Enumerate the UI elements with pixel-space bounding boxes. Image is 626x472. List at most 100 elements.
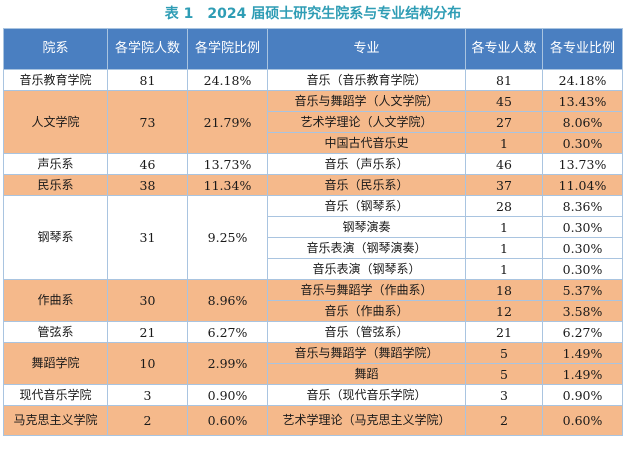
major-name-cell: 音乐（现代音乐学院） <box>267 384 466 406</box>
dept-count-cell: 46 <box>107 153 188 175</box>
major-count-cell: 21 <box>465 321 543 343</box>
major-count-cell: 5 <box>465 363 543 385</box>
table-row: 作曲系 30 8.96% 音乐与舞蹈学（作曲系） 18 5.37% <box>3 279 623 322</box>
major-pct-cell: 8.06% <box>542 111 623 133</box>
table-row: 钢琴系 31 9.25% 音乐（钢琴系） 28 8.36% <box>3 195 623 280</box>
dept-name-cell: 舞蹈学院 <box>3 342 108 385</box>
dept-name-cell: 作曲系 <box>3 279 108 322</box>
major-count-cell: 28 <box>465 195 543 217</box>
major-distribution-table: 院系 各学院人数 各学院比例 专业 各专业人数 各专业比例 音乐教育学院 81 24… <box>3 28 623 436</box>
major-pct-cell: 0.90% <box>542 384 623 406</box>
major-count-cell: 5 <box>465 342 543 364</box>
major-name-cell: 音乐（声乐系） <box>267 153 466 175</box>
dept-name-cell: 现代音乐学院 <box>3 384 108 406</box>
major-name-cell: 音乐表演（钢琴系） <box>267 258 466 280</box>
table-header-row: 院系 各学院人数 各学院比例 专业 各专业人数 各专业比例 <box>3 28 623 70</box>
dept-pct-cell: 13.73% <box>187 153 268 175</box>
major-pct-cell: 0.30% <box>542 132 623 154</box>
major-name-cell: 音乐（钢琴系） <box>267 195 466 217</box>
dept-count-cell: 21 <box>107 321 188 343</box>
major-name-cell: 音乐与舞蹈学（舞蹈学院） <box>267 342 466 364</box>
major-name-cell: 音乐（音乐教育学院） <box>267 69 466 91</box>
major-count-cell: 81 <box>465 69 543 91</box>
dept-pct-cell: 24.18% <box>187 69 268 91</box>
major-pct-cell: 0.30% <box>542 258 623 280</box>
major-pct-cell: 24.18% <box>542 69 623 91</box>
major-pct-cell: 1.49% <box>542 363 623 385</box>
major-pct-cell: 1.49% <box>542 342 623 364</box>
header-dept-pct: 各学院比例 <box>187 28 268 70</box>
major-count-cell: 3 <box>465 384 543 406</box>
dept-count-cell: 30 <box>107 279 188 322</box>
table-row: 民乐系 38 11.34% 音乐（民乐系） 37 11.04% <box>3 174 623 196</box>
major-name-cell: 艺术学理论（马克思主义学院） <box>267 405 466 436</box>
dept-count-cell: 81 <box>107 69 188 91</box>
major-count-cell: 37 <box>465 174 543 196</box>
dept-name-cell: 人文学院 <box>3 90 108 154</box>
dept-pct-cell: 11.34% <box>187 174 268 196</box>
dept-count-cell: 73 <box>107 90 188 154</box>
table-row: 人文学院 73 21.79% 音乐与舞蹈学（人文学院） 45 13.43% <box>3 90 623 154</box>
major-name-cell: 音乐与舞蹈学（作曲系） <box>267 279 466 301</box>
major-name-cell: 音乐与舞蹈学（人文学院） <box>267 90 466 112</box>
dept-name-cell: 钢琴系 <box>3 195 108 280</box>
major-count-cell: 1 <box>465 216 543 238</box>
dept-count-cell: 2 <box>107 405 188 436</box>
major-count-cell: 2 <box>465 405 543 436</box>
dept-pct-cell: 0.90% <box>187 384 268 406</box>
dept-name-cell: 马克思主义学院 <box>3 405 108 436</box>
major-pct-cell: 11.04% <box>542 174 623 196</box>
dept-pct-cell: 0.60% <box>187 405 268 436</box>
table-row: 现代音乐学院 3 0.90% 音乐（现代音乐学院） 3 0.90% <box>3 384 623 406</box>
major-pct-cell: 6.27% <box>542 321 623 343</box>
dept-name-cell: 管弦系 <box>3 321 108 343</box>
major-pct-cell: 5.37% <box>542 279 623 301</box>
major-name-cell: 中国古代音乐史 <box>267 132 466 154</box>
table-row: 舞蹈学院 10 2.99% 音乐与舞蹈学（舞蹈学院） 5 1.49% <box>3 342 623 385</box>
major-name-cell: 钢琴演奏 <box>267 216 466 238</box>
major-name-cell: 音乐（民乐系） <box>267 174 466 196</box>
major-count-cell: 46 <box>465 153 543 175</box>
major-pct-cell: 13.73% <box>542 153 623 175</box>
major-pct-cell: 0.30% <box>542 216 623 238</box>
dept-count-cell: 38 <box>107 174 188 196</box>
table-row: 声乐系 46 13.73% 音乐（声乐系） 46 13.73% <box>3 153 623 175</box>
header-major-count: 各专业人数 <box>465 28 543 70</box>
table-row: 马克思主义学院 2 0.60% 艺术学理论（马克思主义学院） 2 0.60% <box>3 405 623 436</box>
major-count-cell: 1 <box>465 132 543 154</box>
major-pct-cell: 0.60% <box>542 405 623 436</box>
major-count-cell: 12 <box>465 300 543 322</box>
major-pct-cell: 13.43% <box>542 90 623 112</box>
major-pct-cell: 3.58% <box>542 300 623 322</box>
major-name-cell: 艺术学理论（人文学院） <box>267 111 466 133</box>
header-major-pct: 各专业比例 <box>542 28 623 70</box>
dept-name-cell: 声乐系 <box>3 153 108 175</box>
table-caption: 表 1 2024 届硕士研究生院系与专业结构分布 <box>164 6 462 22</box>
major-pct-cell: 0.30% <box>542 237 623 259</box>
dept-count-cell: 10 <box>107 342 188 385</box>
dept-count-cell: 31 <box>107 195 188 280</box>
major-name-cell: 舞蹈 <box>267 363 466 385</box>
major-count-cell: 1 <box>465 258 543 280</box>
major-name-cell: 音乐（作曲系） <box>267 300 466 322</box>
dept-count-cell: 3 <box>107 384 188 406</box>
major-count-cell: 27 <box>465 111 543 133</box>
header-dept: 院系 <box>3 28 108 70</box>
major-name-cell: 音乐表演（钢琴演奏） <box>267 237 466 259</box>
dept-name-cell: 民乐系 <box>3 174 108 196</box>
dept-pct-cell: 2.99% <box>187 342 268 385</box>
table-row: 音乐教育学院 81 24.18% 音乐（音乐教育学院） 81 24.18% <box>3 69 623 91</box>
major-pct-cell: 8.36% <box>542 195 623 217</box>
dept-name-cell: 音乐教育学院 <box>3 69 108 91</box>
header-dept-count: 各学院人数 <box>107 28 188 70</box>
major-count-cell: 1 <box>465 237 543 259</box>
dept-pct-cell: 9.25% <box>187 195 268 280</box>
dept-pct-cell: 8.96% <box>187 279 268 322</box>
dept-pct-cell: 21.79% <box>187 90 268 154</box>
table-row: 管弦系 21 6.27% 音乐（管弦系） 21 6.27% <box>3 321 623 343</box>
major-count-cell: 18 <box>465 279 543 301</box>
header-major: 专业 <box>267 28 466 70</box>
dept-pct-cell: 6.27% <box>187 321 268 343</box>
major-count-cell: 45 <box>465 90 543 112</box>
major-name-cell: 音乐（管弦系） <box>267 321 466 343</box>
